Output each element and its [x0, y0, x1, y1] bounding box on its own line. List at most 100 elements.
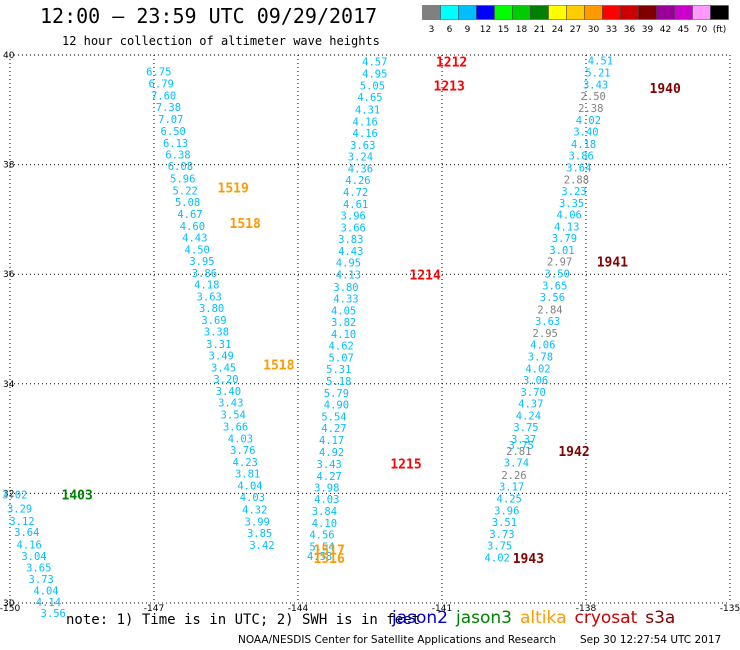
wave-height-point: 3.64: [566, 162, 591, 174]
pass-time-label: 1941: [597, 256, 628, 271]
wave-height-point: 3.85: [247, 528, 272, 540]
colorbar-label: 33: [606, 25, 617, 35]
colorbar-label: 24: [552, 25, 564, 35]
wave-height-point: 4.90: [324, 400, 349, 412]
wave-height-point: 2.84: [537, 304, 562, 316]
colorbar-label: (ft): [713, 25, 727, 35]
wave-height-point: 3.43: [583, 80, 608, 92]
colorbar-label: 36: [624, 25, 636, 35]
wave-height-point: 6.38: [165, 150, 190, 162]
wave-height-point: 4.04: [237, 481, 262, 493]
wave-height-point: 4.02: [485, 553, 510, 565]
colorbar-label: 12: [480, 25, 491, 35]
wave-height-point: 4.56: [309, 530, 334, 542]
wave-height-point: 3.49: [209, 350, 234, 362]
wave-height-point: 2.38: [578, 103, 603, 115]
wave-height-point: 3.69: [201, 315, 226, 327]
wave-height-point: 4.57: [362, 57, 387, 69]
wave-height-point: 4.06: [557, 209, 582, 221]
x-tick-label: -144: [288, 604, 309, 614]
wave-height-point: 4.58: [307, 551, 332, 563]
wave-height-point: 3.43: [218, 397, 243, 409]
wave-height-point: 4.43: [338, 246, 363, 258]
colorbar-label: 9: [465, 25, 471, 35]
wave-height-point: 3.35: [559, 198, 584, 210]
wave-height-point: 3.66: [223, 422, 248, 434]
wave-height-point: 3.75: [509, 440, 534, 452]
wave-height-point: 4.26: [345, 175, 370, 187]
pass-time-label: 1517: [314, 543, 345, 558]
colorbar-label: 27: [570, 25, 581, 35]
wave-height-point: 4.24: [516, 411, 541, 423]
wave-height-point: 4.17: [319, 435, 344, 447]
x-tick-label: -147: [144, 604, 164, 614]
wave-height-point: 4.67: [177, 209, 202, 221]
wave-height-point: 4.16: [17, 539, 42, 551]
wave-height-point: 4.18: [194, 280, 219, 292]
legend-entry-jason3: jason3: [456, 608, 512, 628]
wave-height-point: 4.92: [319, 447, 344, 459]
wave-height-point: 7.07: [158, 114, 183, 126]
colorbar-label: 6: [447, 25, 453, 35]
wave-height-point: 3.56: [540, 292, 565, 304]
wave-height-point: 4.10: [312, 518, 337, 530]
wave-height-point: 3.98: [314, 482, 339, 494]
x-tick-label: -135: [720, 604, 740, 614]
wave-height-point: 5.79: [324, 388, 349, 400]
wave-height-point: 3.95: [189, 256, 214, 268]
wave-height-point: 3.04: [21, 551, 46, 563]
pass-time-label: 1943: [513, 552, 544, 567]
colorbar-label: 3: [429, 25, 435, 35]
colorbar-label: 30: [588, 25, 600, 35]
wave-height-point: 3.83: [338, 234, 363, 246]
wave-height-point: 5.54: [309, 542, 334, 554]
wave-height-point: 3.65: [542, 281, 567, 293]
wave-height-point: 2.88: [564, 174, 589, 186]
wave-height-point: 3.38: [204, 327, 229, 339]
wave-height-point: 4.27: [321, 423, 346, 435]
wave-height-point: 3.81: [235, 469, 260, 481]
wave-height-point: 3.78: [528, 351, 553, 363]
wave-height-point: 4.06: [530, 339, 555, 351]
wave-height-point: 3.20: [213, 374, 238, 386]
wave-height-point: 3.82: [331, 317, 356, 329]
pass-time-label: 1214: [410, 269, 441, 284]
y-tick-label: 36: [3, 270, 15, 280]
wave-height-point: 5.05: [360, 81, 385, 93]
wave-height-point: 3.86: [569, 150, 594, 162]
y-tick-label: 34: [3, 380, 15, 390]
wave-height-point: 6.13: [163, 138, 188, 150]
y-tick-label: 38: [3, 161, 15, 171]
wave-height-point: 3.75: [513, 422, 538, 434]
wave-height-point: 4.16: [353, 116, 378, 128]
wave-height-point: 3.29: [7, 504, 32, 516]
colorbar-label: 45: [678, 25, 689, 35]
wave-height-point: 4.37: [518, 399, 543, 411]
wave-height-point: 5.96: [170, 173, 195, 185]
wave-height-point: 3.96: [341, 211, 366, 223]
wave-height-point: 4.03: [314, 494, 339, 506]
wave-height-point: 4.61: [343, 199, 368, 211]
wave-height-point: 4.02: [525, 363, 550, 375]
footer-timestamp: Sep 30 12:27:54 UTC 2017: [580, 634, 722, 646]
wave-height-point: 3.74: [504, 458, 529, 470]
wave-height-point: 4.95: [336, 258, 361, 270]
wave-height-point: 5.54: [321, 412, 346, 424]
pass-time-label: 1212: [436, 56, 467, 71]
colorbar-swatch: [710, 5, 729, 20]
pass-time-label: 1519: [218, 182, 249, 197]
wave-height-point: 3.51: [492, 517, 517, 529]
pass-time-label: 1215: [390, 457, 421, 472]
wave-height-point: 4.02: [576, 115, 601, 127]
chart-subtitle: 12 hour collection of altimeter wave hei…: [62, 34, 380, 48]
wave-height-point: 5.21: [585, 68, 610, 80]
wave-height-point: 3.50: [545, 269, 570, 281]
wave-height-point: 3.40: [573, 127, 598, 139]
wave-height-point: 3.73: [29, 574, 54, 586]
colorbar-label: 18: [516, 25, 528, 35]
wave-height-point: 6.75: [146, 66, 171, 78]
wave-height-point: 7.38: [156, 102, 181, 114]
wave-height-point: 3.43: [317, 459, 342, 471]
wave-height-point: 2.26: [501, 470, 526, 482]
